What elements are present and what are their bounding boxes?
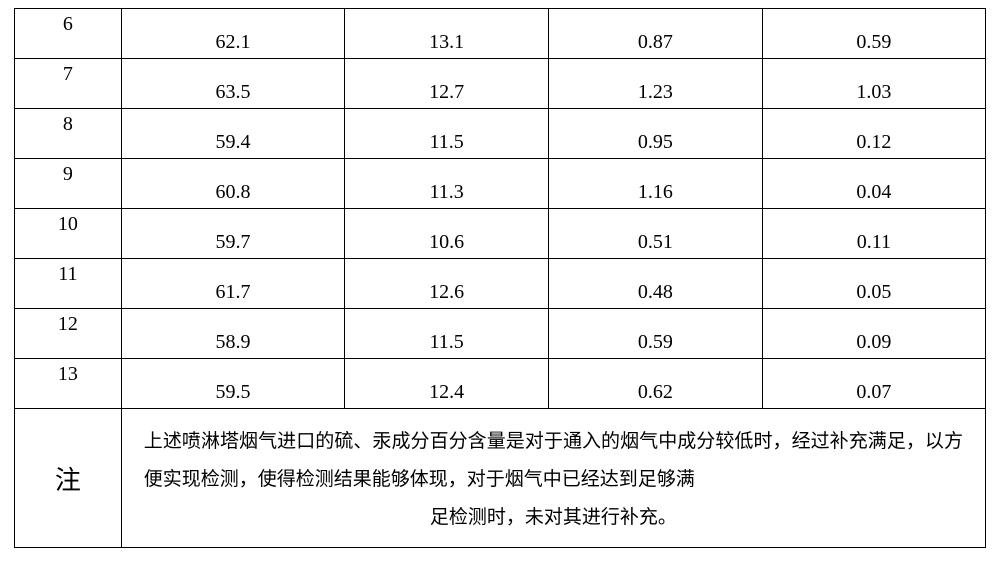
cell-b: 13.1 [345, 9, 549, 59]
cell-c: 0.62 [549, 359, 763, 409]
cell-b: 12.4 [345, 359, 549, 409]
cell-b: 11.3 [345, 159, 549, 209]
cell-d: 0.05 [762, 259, 985, 309]
note-row: 注 上述喷淋塔烟气进口的硫、汞成分百分含量是对于通入的烟气中成分较低时，经过补充… [15, 409, 986, 548]
cell-d: 0.12 [762, 109, 985, 159]
cell-c: 0.51 [549, 209, 763, 259]
cell-idx: 6 [15, 9, 122, 59]
cell-idx: 8 [15, 109, 122, 159]
note-line1: 上述喷淋塔烟气进口的硫、汞成分百分含量是对于通入的烟气中成分较低时，经过补充满足… [144, 431, 963, 490]
cell-idx: 9 [15, 159, 122, 209]
cell-c: 1.23 [549, 59, 763, 109]
cell-idx: 10 [15, 209, 122, 259]
table-body: 6 62.1 13.1 0.87 0.59 7 63.5 12.7 1.23 1… [15, 9, 986, 548]
cell-idx: 12 [15, 309, 122, 359]
cell-b: 12.7 [345, 59, 549, 109]
cell-a: 59.4 [121, 109, 344, 159]
table-row: 7 63.5 12.7 1.23 1.03 [15, 59, 986, 109]
cell-b: 12.6 [345, 259, 549, 309]
cell-c: 0.48 [549, 259, 763, 309]
table-row: 10 59.7 10.6 0.51 0.11 [15, 209, 986, 259]
note-text: 上述喷淋塔烟气进口的硫、汞成分百分含量是对于通入的烟气中成分较低时，经过补充满足… [121, 409, 985, 548]
cell-a: 63.5 [121, 59, 344, 109]
cell-b: 11.5 [345, 109, 549, 159]
table-row: 11 61.7 12.6 0.48 0.05 [15, 259, 986, 309]
cell-d: 0.07 [762, 359, 985, 409]
cell-a: 59.5 [121, 359, 344, 409]
cell-idx: 7 [15, 59, 122, 109]
cell-b: 10.6 [345, 209, 549, 259]
table-row: 6 62.1 13.1 0.87 0.59 [15, 9, 986, 59]
note-line2: 足检测时，未对其进行补充。 [144, 499, 963, 537]
cell-c: 0.59 [549, 309, 763, 359]
table-row: 9 60.8 11.3 1.16 0.04 [15, 159, 986, 209]
note-label: 注 [15, 409, 122, 548]
data-table: 6 62.1 13.1 0.87 0.59 7 63.5 12.7 1.23 1… [14, 8, 986, 548]
cell-a: 61.7 [121, 259, 344, 309]
cell-idx: 11 [15, 259, 122, 309]
cell-d: 0.11 [762, 209, 985, 259]
cell-c: 1.16 [549, 159, 763, 209]
cell-b: 11.5 [345, 309, 549, 359]
cell-c: 0.87 [549, 9, 763, 59]
table-row: 8 59.4 11.5 0.95 0.12 [15, 109, 986, 159]
table-row: 13 59.5 12.4 0.62 0.07 [15, 359, 986, 409]
cell-a: 58.9 [121, 309, 344, 359]
cell-d: 0.09 [762, 309, 985, 359]
cell-d: 0.04 [762, 159, 985, 209]
cell-d: 0.59 [762, 9, 985, 59]
cell-d: 1.03 [762, 59, 985, 109]
cell-c: 0.95 [549, 109, 763, 159]
cell-a: 62.1 [121, 9, 344, 59]
cell-idx: 13 [15, 359, 122, 409]
cell-a: 60.8 [121, 159, 344, 209]
cell-a: 59.7 [121, 209, 344, 259]
table-row: 12 58.9 11.5 0.59 0.09 [15, 309, 986, 359]
